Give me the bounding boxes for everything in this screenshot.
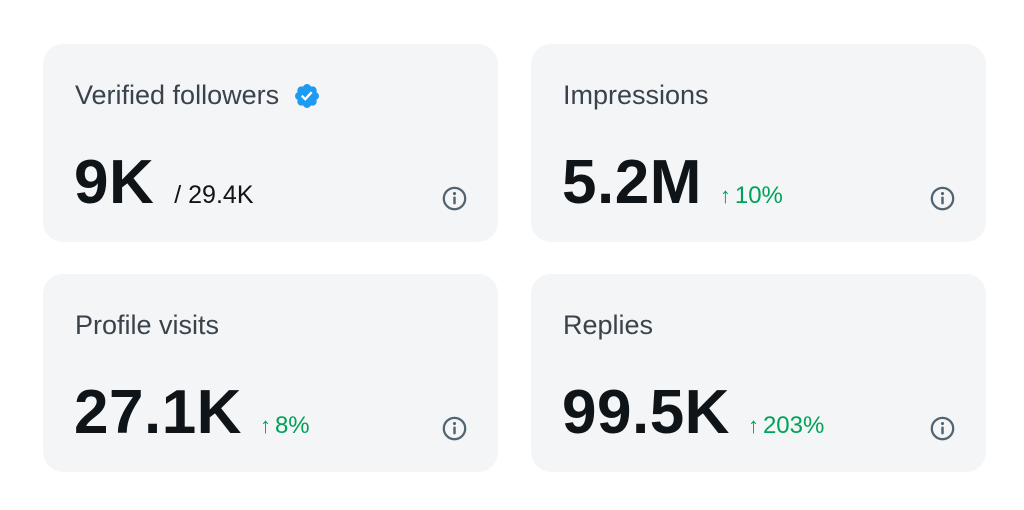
metric-value: 27.1K <box>74 378 242 447</box>
metric-value: 99.5K <box>562 378 730 447</box>
metric-change: ↑ 203% <box>748 412 824 440</box>
card-title-row: Verified followers <box>75 80 321 111</box>
card-title: Impressions <box>563 80 709 110</box>
card-value-row: 99.5K ↑ 203% <box>562 377 824 448</box>
metric-total: / 29.4K <box>174 181 254 209</box>
card-value-row: 9K / 29.4K <box>74 147 254 218</box>
info-icon[interactable] <box>441 185 468 212</box>
info-icon[interactable] <box>929 415 956 442</box>
replies-card: Replies 99.5K ↑ 203% <box>531 274 986 472</box>
card-title: Verified followers <box>75 80 280 110</box>
up-arrow-icon: ↑ <box>747 413 759 438</box>
info-icon[interactable] <box>441 415 468 442</box>
info-icon[interactable] <box>929 185 956 212</box>
card-title-row: Profile visits <box>75 310 219 341</box>
profile-visits-card: Profile visits 27.1K ↑ 8% <box>43 274 498 472</box>
card-value-row: 5.2M ↑ 10% <box>562 147 783 218</box>
metric-change: ↑ 10% <box>720 182 783 210</box>
verified-badge-icon <box>295 83 320 108</box>
metric-value: 5.2M <box>562 148 702 217</box>
card-value-row: 27.1K ↑ 8% <box>74 377 310 448</box>
card-title: Replies <box>563 310 654 340</box>
change-percent: 10% <box>734 182 783 209</box>
up-arrow-icon: ↑ <box>719 183 731 208</box>
card-title-row: Replies <box>563 310 653 341</box>
metrics-grid: Verified followers 9K / 29.4K Impression… <box>43 44 986 472</box>
verified-followers-card: Verified followers 9K / 29.4K <box>43 44 498 242</box>
card-title: Profile visits <box>75 310 220 340</box>
metric-value: 9K <box>74 148 155 217</box>
metric-change: ↑ 8% <box>260 412 310 440</box>
change-percent: 8% <box>274 412 310 439</box>
change-percent: 203% <box>762 412 825 439</box>
impressions-card: Impressions 5.2M ↑ 10% <box>531 44 986 242</box>
card-title-row: Impressions <box>563 80 709 111</box>
up-arrow-icon: ↑ <box>259 413 271 438</box>
